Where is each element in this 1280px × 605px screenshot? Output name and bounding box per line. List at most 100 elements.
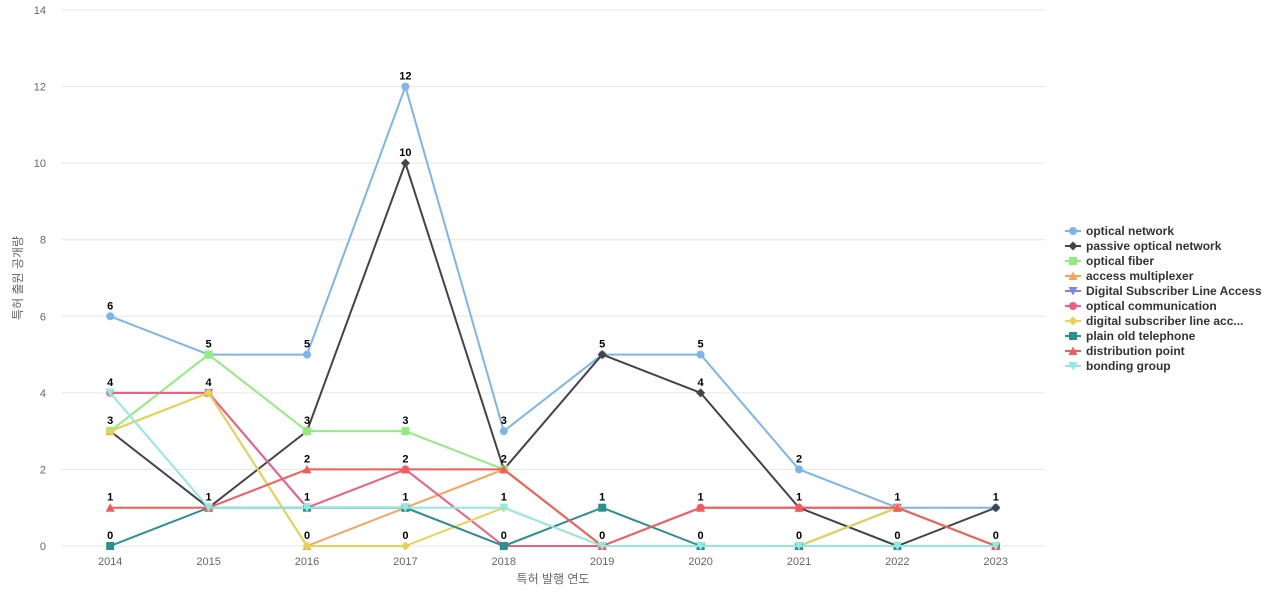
legend-label: Digital Subscriber Line Access [1086,284,1262,298]
data-point[interactable] [499,427,508,436]
legend-marker[interactable] [1068,346,1078,356]
legend-item[interactable]: optical network [1065,224,1174,238]
x-tick-label: 2020 [688,556,712,568]
data-label: 0 [501,530,507,542]
data-point[interactable] [597,542,607,551]
data-point[interactable] [892,542,902,551]
data-point[interactable] [400,503,410,513]
data-point[interactable] [302,464,312,474]
legend-marker[interactable] [1068,287,1078,296]
y-tick-label: 12 [34,82,46,94]
data-label: 5 [599,339,605,351]
series-line[interactable] [109,353,997,547]
x-tick-label: 2018 [492,556,516,568]
data-label: 2 [402,453,408,465]
data-point[interactable] [105,426,115,436]
legend-label: optical network [1086,224,1174,238]
data-point[interactable] [696,350,705,359]
data-point[interactable] [991,542,1001,551]
data-point[interactable] [597,350,607,360]
legend-item[interactable]: optical fiber [1065,254,1154,268]
data-point[interactable] [401,427,410,436]
data-point[interactable] [303,350,311,359]
legend-marker[interactable] [1069,302,1077,310]
legend-item[interactable]: bonding group [1065,359,1171,373]
y-tick-label: 6 [40,311,46,323]
legend-item[interactable]: Digital Subscriber Line Access [1065,284,1262,298]
data-label: 0 [993,530,999,542]
x-axis-title: 특허 발행 연도 [517,571,590,586]
legend-label: passive optical network [1086,239,1222,253]
data-point[interactable] [106,312,115,321]
data-point[interactable] [696,503,706,512]
series-line[interactable] [110,468,997,547]
data-point[interactable] [400,541,410,551]
legend-label: optical communication [1086,299,1217,313]
data-point[interactable] [794,503,804,512]
data-point[interactable] [892,503,902,512]
series-line[interactable] [109,392,996,547]
data-point[interactable] [991,503,1001,513]
x-tick-label: 2016 [295,556,319,568]
data-label: 1 [402,492,408,504]
data-point[interactable] [302,503,312,513]
data-point[interactable] [794,542,804,551]
data-point[interactable] [204,350,213,359]
grid [61,9,1045,547]
data-point[interactable] [499,503,509,513]
legend-item[interactable]: passive optical network [1065,239,1222,253]
data-point[interactable] [499,542,508,550]
data-label: 1 [894,492,900,504]
legend-item[interactable]: plain old telephone [1065,329,1196,343]
data-point[interactable] [400,464,410,474]
legend-marker[interactable] [1069,332,1077,340]
y-tick-label: 4 [40,388,46,400]
data-point[interactable] [105,388,115,398]
legend-label: optical fiber [1086,254,1154,268]
legend-marker[interactable] [1069,227,1077,235]
legend-item[interactable]: digital subscriber line acc... [1065,314,1243,328]
legend-marker[interactable] [1068,362,1078,371]
data-point[interactable] [795,465,803,474]
series-line[interactable] [109,85,996,509]
legend-marker[interactable] [1068,241,1078,251]
data-label: 6 [107,300,113,312]
data-label: 1 [107,492,113,504]
legend-item[interactable]: distribution point [1065,344,1185,358]
data-label: 2 [501,453,507,465]
data-point[interactable] [303,427,311,436]
data-point[interactable] [696,388,706,398]
data-label: 0 [304,530,310,542]
data-point[interactable] [696,542,706,551]
legend-marker[interactable] [1068,316,1078,326]
data-label: 2 [796,453,802,465]
data-point[interactable] [499,464,509,474]
legend-item[interactable]: access multiplexer [1065,269,1194,283]
data-label: 3 [107,415,113,427]
data-point[interactable] [105,503,115,512]
y-tick-label: 0 [40,541,46,553]
legend-label: access multiplexer [1086,269,1194,283]
data-point[interactable] [598,503,607,512]
data-point[interactable] [204,388,214,398]
data-point[interactable] [204,503,214,513]
legend-label: plain old telephone [1086,329,1196,343]
x-tick-label: 2015 [196,556,220,568]
data-point[interactable] [401,82,410,91]
y-tick-label: 8 [40,235,46,247]
legend-marker[interactable] [1068,271,1078,281]
data-label: 0 [402,530,408,542]
data-point[interactable] [302,541,312,551]
legend-item[interactable]: optical communication [1065,299,1217,313]
legend-marker[interactable] [1069,257,1077,265]
data-point[interactable] [106,542,115,550]
data-point[interactable] [400,158,410,168]
data-label: 0 [599,530,605,542]
data-label: 1 [206,492,212,504]
data-label: 4 [698,377,705,389]
x-tick-label: 2019 [590,556,614,568]
